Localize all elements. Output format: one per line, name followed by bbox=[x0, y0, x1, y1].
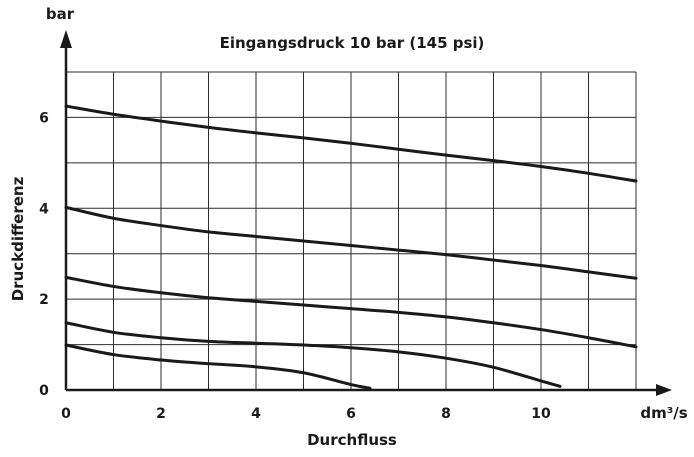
y-tick-label: 4 bbox=[39, 201, 49, 217]
x-tick-label: 4 bbox=[251, 406, 261, 422]
x-tick-label: 10 bbox=[531, 406, 551, 422]
x-tick-label: 0 bbox=[61, 406, 71, 422]
y-unit-label: bar bbox=[46, 5, 75, 23]
y-tick-label: 0 bbox=[39, 383, 49, 399]
series-line-1 bbox=[64, 104, 638, 183]
series-line-5 bbox=[64, 343, 372, 390]
series-line-3 bbox=[64, 275, 638, 349]
y-axis-title: Druckdifferenz bbox=[9, 176, 27, 301]
y-tick-label: 6 bbox=[39, 110, 49, 126]
x-tick-label: 6 bbox=[346, 406, 356, 422]
series-line-2 bbox=[64, 205, 638, 280]
series-line-4 bbox=[64, 321, 562, 388]
tick-labels: 0 2 4 6 8 10 0 2 4 6 bbox=[39, 110, 551, 422]
series-group bbox=[64, 104, 638, 390]
x-tick-label: 2 bbox=[156, 406, 166, 422]
y-axis-arrow-icon bbox=[60, 30, 72, 48]
y-tick-label: 2 bbox=[39, 292, 49, 308]
x-unit-label: dm³/s bbox=[640, 404, 687, 422]
axes bbox=[60, 30, 672, 396]
x-tick-label: 8 bbox=[441, 406, 451, 422]
x-axis-title: Durchfluss bbox=[307, 431, 397, 449]
chart-title: Eingangsdruck 10 bar (145 psi) bbox=[220, 34, 485, 52]
x-axis-arrow-icon bbox=[656, 384, 672, 396]
